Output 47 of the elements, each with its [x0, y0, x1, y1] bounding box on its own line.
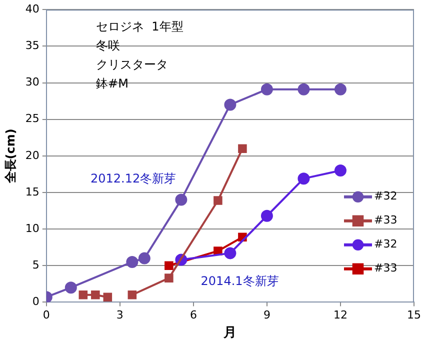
point	[298, 172, 310, 185]
point	[138, 252, 150, 264]
legend-label: #32	[374, 238, 398, 251]
y-tick-label: 10	[25, 222, 40, 235]
point	[103, 292, 112, 302]
point	[260, 83, 273, 96]
point	[224, 247, 236, 260]
point	[126, 256, 138, 268]
point	[91, 290, 100, 300]
annotation: 冬咲	[96, 38, 120, 52]
y-tick-label: 40	[25, 2, 40, 16]
annotation: 2012.12冬新芽	[90, 172, 176, 186]
x-tick-label: 12	[333, 308, 348, 322]
point	[298, 83, 310, 96]
point	[214, 196, 222, 205]
point	[164, 274, 174, 282]
annotation: クリスタータ	[96, 57, 168, 72]
point	[128, 290, 137, 300]
legend-label: #33	[374, 262, 398, 275]
y-tick-label: 20	[25, 148, 40, 162]
legend-label: #33	[374, 214, 398, 227]
point	[334, 164, 346, 177]
x-tick-label: 0	[42, 308, 50, 322]
point	[224, 98, 236, 111]
y-tick-label: 30	[25, 76, 40, 89]
point	[238, 144, 247, 153]
y-tick-label: 5	[32, 258, 40, 272]
point	[260, 210, 273, 222]
point	[164, 261, 174, 270]
annotation: 2014.1冬新芽	[200, 274, 279, 288]
legend-label: #32	[374, 190, 398, 203]
x-tick-label: 3	[116, 308, 124, 322]
y-tick-label: 15	[25, 185, 40, 198]
y-tick-label: 35	[25, 39, 40, 52]
y-axis-title: 全長(cm)	[3, 128, 18, 184]
annotation: 鉢#M	[96, 76, 128, 90]
x-tick-label: 9	[263, 308, 270, 322]
y-tick-label: 0	[32, 295, 40, 308]
annotation: セロジネ 1年型	[96, 19, 184, 34]
point	[175, 194, 188, 206]
x-tick-label: 6	[190, 308, 197, 322]
point	[64, 282, 77, 294]
point	[78, 290, 88, 300]
point	[334, 83, 346, 96]
y-tick-label: 25	[25, 112, 40, 126]
x-axis-title: 月	[222, 326, 237, 341]
x-tick-label: 15	[407, 308, 421, 322]
